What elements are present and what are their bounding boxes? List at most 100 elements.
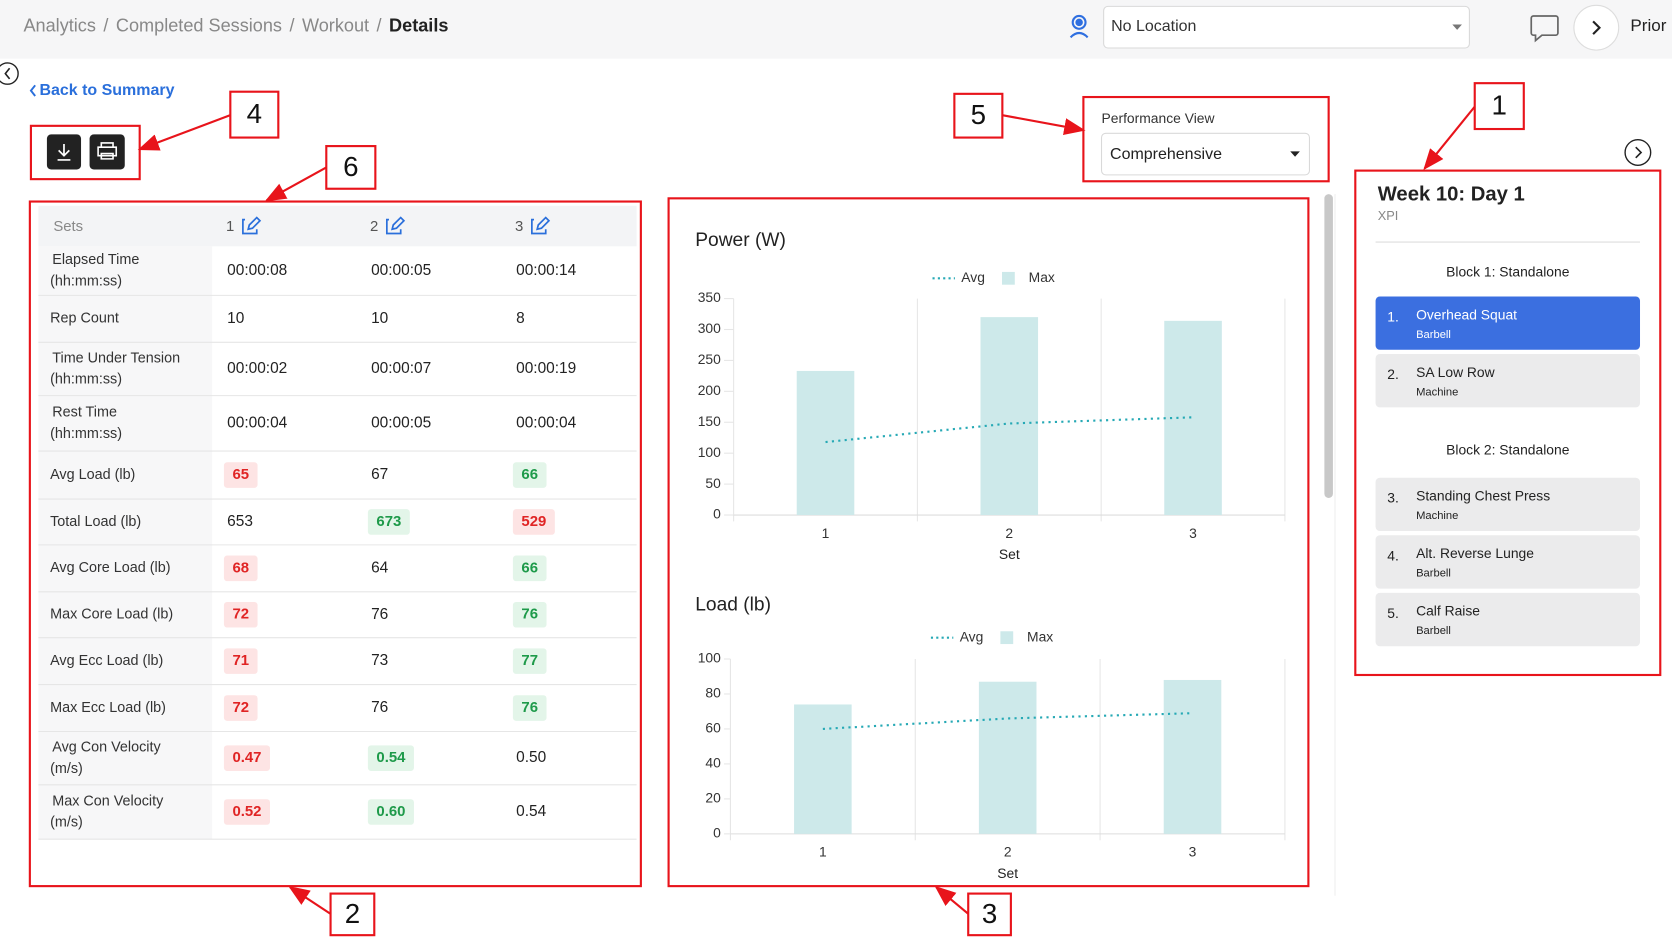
y-tick-label: 100 <box>698 444 721 460</box>
performance-view-label: Performance View <box>1102 110 1216 126</box>
exercise-card[interactable] <box>1375 592 1641 647</box>
y-tick-label: 60 <box>705 720 721 736</box>
cell-value: 00:00:04 <box>227 414 288 431</box>
breadcrumb-item: Details <box>389 15 448 35</box>
value-badge <box>223 648 258 674</box>
breadcrumb-item[interactable]: Analytics <box>23 15 95 35</box>
cell-value: 0.54 <box>376 749 406 766</box>
cell-value: 10 <box>371 310 388 327</box>
next-button[interactable] <box>1573 4 1620 51</box>
value-badge <box>367 745 414 771</box>
cell-value: 00:00:05 <box>371 414 431 431</box>
exercise-number: 1. <box>1387 308 1399 324</box>
collapse-button[interactable] <box>0 62 19 85</box>
legend-label: Avg <box>960 628 984 644</box>
row-label: Elapsed Time (hh:mm:ss) <box>50 252 143 289</box>
cell-value: 76 <box>371 699 388 716</box>
x-axis-label: Set <box>997 865 1018 881</box>
location-value: No Location <box>1111 18 1196 35</box>
row-label: Time Under Tension (hh:mm:ss) <box>50 350 184 387</box>
location-select[interactable] <box>1103 5 1470 49</box>
callout-label: 1 <box>1492 89 1507 120</box>
callout-box <box>325 145 377 190</box>
select-caret <box>1452 24 1462 30</box>
exercise-equipment: Barbell <box>1416 568 1451 580</box>
back-link[interactable]: Back to Summary <box>39 82 174 99</box>
cell-value: 66 <box>521 559 538 576</box>
edit-icon[interactable] <box>242 216 262 235</box>
download-icon <box>57 143 71 161</box>
callout-box <box>1473 82 1525 131</box>
cell-value: 00:00:19 <box>516 360 576 377</box>
print-button[interactable] <box>89 134 125 170</box>
prior-label[interactable]: Prior <box>1630 16 1666 35</box>
row-label: Max Core Load (lb) <box>50 607 173 623</box>
cell-value: 76 <box>521 606 538 623</box>
y-tick-label: 50 <box>705 475 721 491</box>
exercise-card[interactable] <box>1375 535 1641 589</box>
collapse-chevron <box>4 67 11 80</box>
cell-value: 73 <box>371 652 388 669</box>
breadcrumb-item[interactable]: Workout <box>302 15 369 35</box>
x-tick-label: 3 <box>1189 844 1197 860</box>
callout-arrow <box>1423 105 1476 171</box>
cell-value: 76 <box>371 606 388 623</box>
legend-label: Avg <box>961 269 985 285</box>
session-subtitle: XPI <box>1378 208 1399 223</box>
chart-title: Power (W) <box>695 230 786 251</box>
exercise-number: 3. <box>1387 490 1399 506</box>
exercise-card[interactable] <box>1375 354 1641 408</box>
exercise-name: SA Low Row <box>1416 364 1496 380</box>
set-number: 1 <box>226 218 234 235</box>
edit-icon[interactable] <box>531 216 551 235</box>
cell-value: 673 <box>376 513 401 530</box>
exercise-number: 4. <box>1387 547 1399 563</box>
breadcrumb-item[interactable]: Completed Sessions <box>116 15 282 35</box>
block-name: Block 1: Standalone <box>1446 264 1570 280</box>
value-badge <box>512 648 547 674</box>
exercise-card[interactable] <box>1375 477 1641 532</box>
x-tick-label: 2 <box>1004 844 1012 860</box>
bar <box>978 681 1037 834</box>
next-chevron <box>1592 20 1602 35</box>
cell-value: 8 <box>516 310 525 327</box>
performance-view-select[interactable] <box>1100 132 1310 176</box>
label-column-bg <box>38 246 213 840</box>
y-tick-label: 200 <box>698 382 721 398</box>
callout-box <box>329 892 376 937</box>
x-axis-label: Set <box>999 546 1020 562</box>
cell-value: 0.52 <box>232 803 261 820</box>
row-label: Max Con Velocity (m/s) <box>50 793 167 830</box>
cell-value: 529 <box>521 513 546 530</box>
print-icon <box>97 142 118 160</box>
chat-button[interactable] <box>1530 15 1559 43</box>
edit-icon[interactable] <box>385 216 406 235</box>
value-badge <box>223 799 271 825</box>
value-badge <box>223 462 258 488</box>
callout-arrow <box>1002 114 1086 136</box>
row-label: Max Ecc Load (lb) <box>50 700 166 716</box>
cell-value: 00:00:08 <box>227 262 287 279</box>
exercise-card[interactable] <box>1375 296 1641 350</box>
cell-value: 67 <box>371 466 388 483</box>
scrollbar[interactable] <box>1324 194 1333 498</box>
callout-label: 4 <box>247 98 262 129</box>
panel-next-chevron <box>1635 146 1643 159</box>
x-tick-label: 1 <box>819 844 827 860</box>
value-badge <box>223 555 258 582</box>
callout-arrow <box>288 886 332 915</box>
block-name: Block 2: Standalone <box>1446 442 1570 458</box>
set-number: 3 <box>515 218 523 235</box>
cell-value: 77 <box>521 652 538 669</box>
x-tick-label: 1 <box>822 525 830 541</box>
callout-label: 2 <box>345 898 360 929</box>
callout-arrow <box>137 114 231 151</box>
panel-next-button[interactable] <box>1624 138 1652 166</box>
highlight-boxes <box>28 95 1662 888</box>
value-badge <box>512 555 547 582</box>
bar <box>794 704 852 834</box>
value-badge <box>223 601 258 628</box>
location-icon <box>1069 14 1089 39</box>
